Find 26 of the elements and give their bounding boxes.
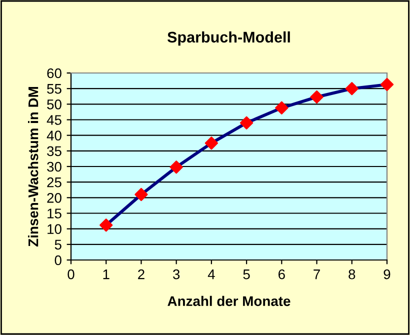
y-axis-title: Zinsen-Wachstum in DM [28, 87, 38, 246]
x-tick-label: 1 [103, 270, 110, 280]
y-tick-label: 60 [47, 68, 62, 78]
y-tick-label: 25 [47, 177, 62, 188]
x-tick-label: 4 [208, 270, 215, 280]
x-tick-label: 3 [173, 269, 180, 280]
x-tick-label: 9 [384, 269, 390, 280]
y-tick-label: 50 [47, 100, 62, 110]
y-tick-label: 30 [47, 162, 62, 172]
x-tick-label: 5 [243, 270, 250, 280]
y-tick-label: 5 [54, 240, 62, 250]
x-tick-label: 2 [138, 269, 144, 280]
y-tick-label: 10 [48, 224, 62, 234]
y-tick-label: 55 [47, 84, 62, 94]
x-tick-label: 8 [348, 269, 356, 280]
y-tick-label: 15 [48, 208, 62, 218]
x-axis-title: Anzahl der Monate [168, 296, 290, 306]
y-tick-label: 35 [47, 146, 62, 156]
x-tick-label: 6 [278, 269, 285, 280]
y-tick-label: 0 [54, 255, 62, 266]
x-tick-label: 0 [68, 269, 74, 280]
y-tick-label: 20 [47, 193, 62, 203]
chart-title: Sparbuch-Modell [167, 31, 290, 46]
x-tick-label: 7 [314, 270, 320, 280]
y-tick-label: 45 [46, 115, 62, 125]
y-tick-label: 40 [46, 130, 62, 141]
